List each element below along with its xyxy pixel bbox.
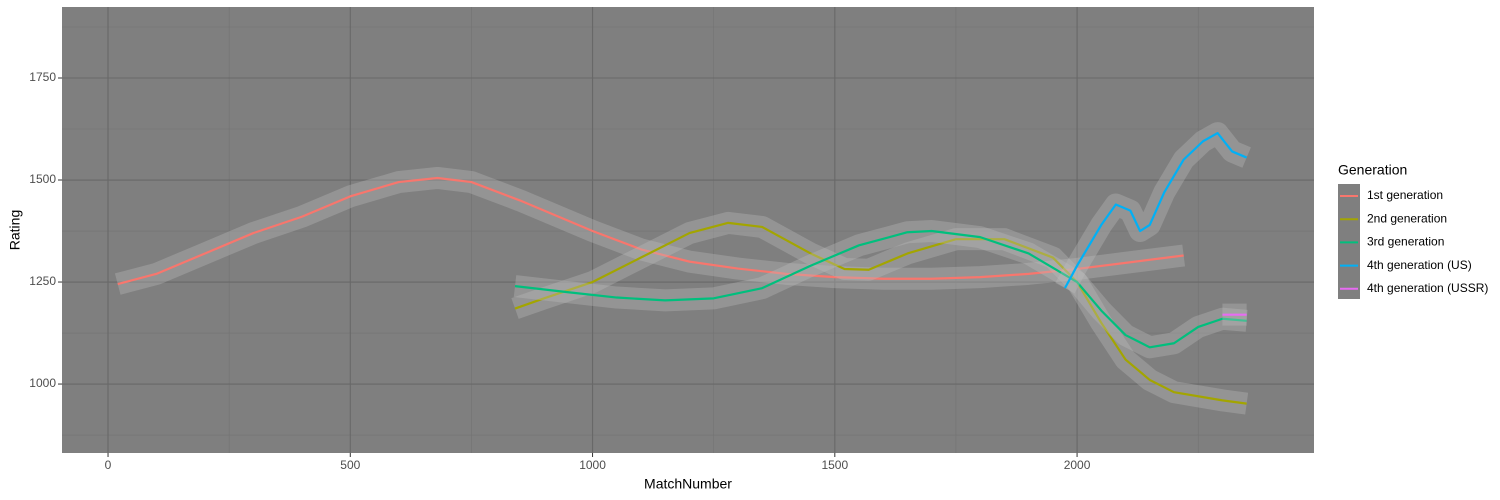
legend-label: 2nd generation — [1367, 211, 1447, 225]
x-tick-label: 1000 — [579, 458, 606, 472]
legend-label: 3rd generation — [1367, 235, 1444, 249]
x-tick-label: 2000 — [1064, 458, 1091, 472]
y-tick-label: 1000 — [29, 376, 56, 390]
x-axis-title: MatchNumber — [644, 476, 732, 492]
panel — [62, 7, 1314, 453]
smooth-line — [1063, 131, 1248, 289]
y-tick-label: 1750 — [29, 70, 56, 84]
y-tick-label: 1250 — [29, 274, 56, 288]
legend-label: 4th generation (USSR) — [1367, 281, 1488, 295]
x-tick-label: 0 — [105, 458, 112, 472]
y-axis-title: Rating — [7, 210, 23, 250]
smooth-line — [514, 221, 1247, 405]
smooth-line — [514, 229, 1247, 349]
x-tick-label: 500 — [340, 458, 360, 472]
legend-label: 4th generation (US) — [1367, 258, 1472, 272]
smooth-line — [117, 176, 1184, 286]
legend-title: Generation — [1338, 162, 1407, 178]
x-tick-label: 1500 — [821, 458, 848, 472]
y-tick-label: 1500 — [29, 172, 56, 186]
legend-label: 1st generation — [1367, 188, 1443, 202]
